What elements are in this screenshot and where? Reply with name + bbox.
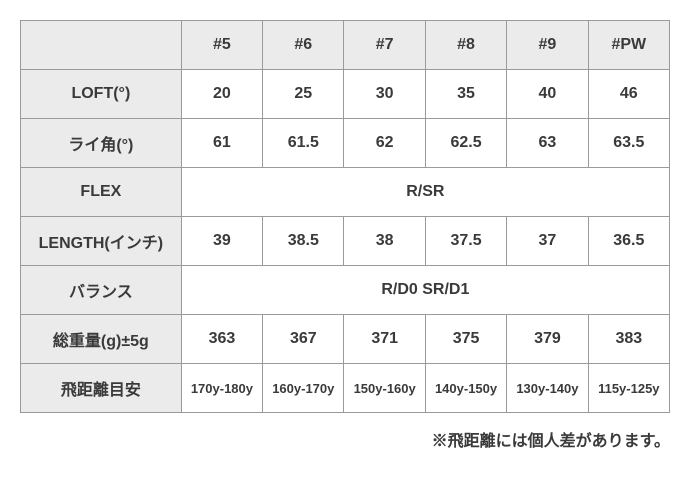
cell: 61.5 [263, 119, 344, 168]
cell: 61 [181, 119, 262, 168]
row-label-lie: ライ角(°) [21, 119, 182, 168]
cell: 38 [344, 217, 425, 266]
table-row: 飛距離目安 170y-180y 160y-170y 150y-160y 140y… [21, 364, 670, 413]
cell: 37.5 [425, 217, 506, 266]
cell: 170y-180y [181, 364, 262, 413]
cell: 62 [344, 119, 425, 168]
header-col-8: #8 [425, 21, 506, 70]
cell: 25 [263, 70, 344, 119]
cell: 40 [507, 70, 588, 119]
row-label-length: LENGTH(インチ) [21, 217, 182, 266]
table-row: FLEX R/SR [21, 168, 670, 217]
cell: 375 [425, 315, 506, 364]
header-col-pw: #PW [588, 21, 669, 70]
cell: 46 [588, 70, 669, 119]
header-row: #5 #6 #7 #8 #9 #PW [21, 21, 670, 70]
footnote-text: ※飛距離には個人差があります。 [20, 427, 670, 451]
row-label-distance: 飛距離目安 [21, 364, 182, 413]
row-label-loft: LOFT(°) [21, 70, 182, 119]
table-row: ライ角(°) 61 61.5 62 62.5 63 63.5 [21, 119, 670, 168]
cell: 20 [181, 70, 262, 119]
cell: 30 [344, 70, 425, 119]
cell: 38.5 [263, 217, 344, 266]
merged-cell-balance: R/D0 SR/D1 [181, 266, 669, 315]
table-row: 総重量(g)±5g 363 367 371 375 379 383 [21, 315, 670, 364]
row-label-balance: バランス [21, 266, 182, 315]
table-row: LENGTH(インチ) 39 38.5 38 37.5 37 36.5 [21, 217, 670, 266]
cell: 363 [181, 315, 262, 364]
cell: 140y-150y [425, 364, 506, 413]
cell: 63.5 [588, 119, 669, 168]
cell: 160y-170y [263, 364, 344, 413]
cell: 37 [507, 217, 588, 266]
header-blank [21, 21, 182, 70]
cell: 63 [507, 119, 588, 168]
cell: 367 [263, 315, 344, 364]
cell: 379 [507, 315, 588, 364]
header-col-7: #7 [344, 21, 425, 70]
cell: 35 [425, 70, 506, 119]
cell: 371 [344, 315, 425, 364]
cell: 62.5 [425, 119, 506, 168]
spec-table: #5 #6 #7 #8 #9 #PW LOFT(°) 20 25 30 35 4… [20, 20, 670, 413]
cell: 39 [181, 217, 262, 266]
header-col-9: #9 [507, 21, 588, 70]
cell: 130y-140y [507, 364, 588, 413]
merged-cell-flex: R/SR [181, 168, 669, 217]
header-col-5: #5 [181, 21, 262, 70]
cell: 36.5 [588, 217, 669, 266]
row-label-weight: 総重量(g)±5g [21, 315, 182, 364]
table-row: バランス R/D0 SR/D1 [21, 266, 670, 315]
header-col-6: #6 [263, 21, 344, 70]
cell: 383 [588, 315, 669, 364]
cell: 150y-160y [344, 364, 425, 413]
cell: 115y-125y [588, 364, 669, 413]
table-row: LOFT(°) 20 25 30 35 40 46 [21, 70, 670, 119]
row-label-flex: FLEX [21, 168, 182, 217]
